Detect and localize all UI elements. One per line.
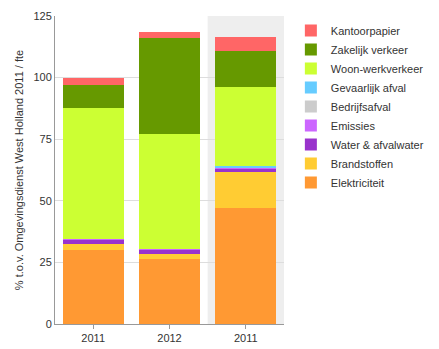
svg-text:Water & afvalwater: Water & afvalwater (331, 139, 424, 151)
svg-text:100: 100 (33, 71, 51, 83)
svg-text:Gevaarlijk afval: Gevaarlijk afval (331, 82, 406, 94)
svg-text:Bedrijfsafval: Bedrijfsafval (331, 101, 391, 113)
svg-text:Brandstoffen: Brandstoffen (331, 158, 393, 170)
svg-text:75: 75 (40, 133, 52, 145)
svg-text:Emissies: Emissies (331, 120, 376, 132)
svg-text:2011: 2011 (234, 332, 258, 344)
svg-text:Kantoorpapier: Kantoorpapier (331, 25, 400, 37)
svg-text:Zakelijk verkeer: Zakelijk verkeer (331, 44, 408, 56)
svg-text:Woon-werkverkeer: Woon-werkverkeer (331, 63, 423, 75)
svg-text:0: 0 (46, 318, 52, 330)
svg-text:2011: 2011 (81, 332, 105, 344)
svg-text:% t.o.v. Omgevingsdienst West: % t.o.v. Omgevingsdienst West Holland 20… (13, 50, 25, 290)
svg-text:125: 125 (33, 10, 51, 22)
svg-text:50: 50 (40, 195, 52, 207)
svg-text:2012: 2012 (157, 332, 181, 344)
svg-text:25: 25 (40, 256, 52, 268)
svg-text:Elektriciteit: Elektriciteit (331, 177, 384, 189)
